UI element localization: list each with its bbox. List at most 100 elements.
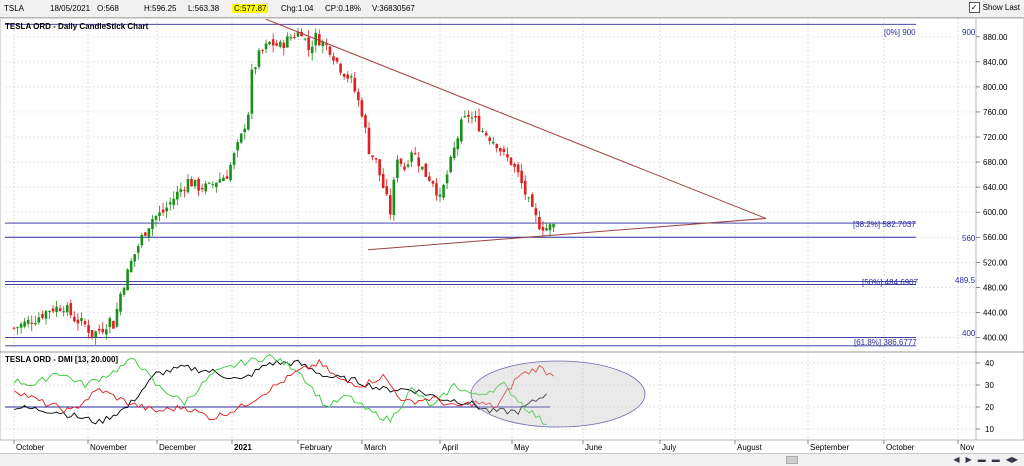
candle-body (353, 77, 357, 92)
candle-body (360, 100, 364, 117)
price-tick-label: 400.00 (983, 333, 1008, 342)
candle-body (239, 133, 243, 143)
candle-body (463, 116, 467, 118)
candle-body (55, 306, 58, 313)
candle-body (41, 314, 44, 318)
month-label: March (364, 443, 386, 452)
horizontal-levels (5, 23, 916, 347)
candle-body (58, 308, 62, 312)
upper-trendline (265, 18, 767, 219)
month-label: February (300, 443, 332, 452)
candle-body (200, 188, 204, 190)
candle-body (271, 39, 275, 46)
candle-body (158, 212, 161, 217)
scroll-thumb[interactable] (786, 456, 798, 464)
month-label: September (810, 443, 849, 452)
candle-body (193, 179, 197, 187)
candle-body (73, 316, 76, 322)
month-label: October (886, 443, 915, 452)
axes: 400.00 440.00 480.00 520.00 560.00 600.00 640.… (13, 33, 1008, 452)
candle-body (541, 227, 545, 231)
candle-body (34, 322, 37, 325)
month-label: 2021 (234, 443, 252, 452)
candle-body (236, 142, 239, 151)
candle-body (431, 180, 435, 184)
scroll-right-icon[interactable]: ▶ (965, 455, 972, 464)
candle-body (452, 147, 456, 159)
fib382-label: [38.2%] 582.7037 (853, 220, 916, 229)
price-chart-title: TESLA ORD - Daily CandleStick Chart (5, 22, 149, 31)
candle-body (282, 42, 286, 49)
price-tick-label: 880.00 (983, 33, 1008, 42)
candle-body (62, 311, 65, 313)
candle-body (513, 163, 516, 167)
candle-body (449, 156, 452, 173)
high-label: H:596.25 (144, 4, 177, 13)
candle-body (310, 46, 314, 54)
zoom-in-icon[interactable]: ▬ (991, 455, 1000, 464)
candle-body (307, 37, 310, 51)
candle-body (403, 166, 406, 170)
candle-body (154, 216, 158, 220)
price-tick-label: 840.00 (983, 58, 1008, 67)
zoom-out-icon[interactable]: ▬ (977, 455, 986, 464)
month-label: August (737, 443, 763, 452)
candle-body (325, 43, 328, 46)
candle-body (523, 180, 527, 195)
candle-body (69, 303, 73, 316)
candle-body (119, 293, 122, 312)
candle-body (548, 224, 552, 231)
candle-body (477, 115, 481, 132)
candle-body (101, 328, 105, 333)
level900-label: 900 (962, 28, 976, 37)
candle-body (527, 197, 531, 199)
volume-label: V:36830567 (372, 4, 415, 13)
candle-body (108, 318, 112, 328)
low-label: L:563.38 (188, 4, 220, 13)
candle-body (509, 157, 513, 165)
candle-body (215, 182, 218, 188)
candle-body (26, 319, 30, 324)
nav-icons: ◀ ▶ ▬ ▬ ◀▶ (953, 455, 1018, 464)
candle-body (222, 177, 225, 182)
candle-body (12, 327, 16, 329)
candle-body (112, 321, 115, 329)
candle-body (44, 311, 48, 319)
month-label: December (159, 443, 196, 452)
candle-body (176, 191, 179, 200)
candlesticks (12, 27, 555, 345)
candle-body (19, 323, 23, 328)
candle-body (378, 159, 381, 176)
candle-body (321, 41, 325, 47)
candle-body (254, 67, 257, 70)
show-last-toggle[interactable]: ✓ Show Last (968, 2, 1020, 13)
candle-body (257, 50, 261, 67)
fit-icon[interactable]: ◀▶ (1005, 455, 1018, 464)
dmi-series-line (13, 354, 547, 426)
candle-body (129, 260, 133, 273)
candle-body (136, 246, 140, 253)
check-icon[interactable]: ✓ (968, 2, 980, 13)
fib50-label: [50%] 484.6907 (862, 278, 919, 287)
candle-body (438, 194, 442, 197)
candle-body (396, 159, 399, 179)
candle-body (204, 183, 207, 192)
month-label: November (90, 443, 127, 452)
candle-body (243, 128, 247, 133)
month-label: May (514, 443, 529, 452)
dmi-lines (5, 354, 554, 426)
candle-body (211, 184, 215, 186)
price-tick-label: 440.00 (983, 308, 1008, 317)
candle-body (225, 176, 229, 179)
level560-label: 560 (962, 234, 976, 243)
candle-body (289, 37, 293, 39)
candle-body (332, 56, 335, 61)
candle-body (190, 178, 193, 187)
candle-body (122, 288, 126, 295)
candle-body (268, 41, 271, 45)
candle-body (389, 195, 392, 215)
scroll-left-icon[interactable]: ◀ (953, 455, 960, 464)
candle-body (374, 158, 378, 160)
candle-body (474, 115, 477, 118)
